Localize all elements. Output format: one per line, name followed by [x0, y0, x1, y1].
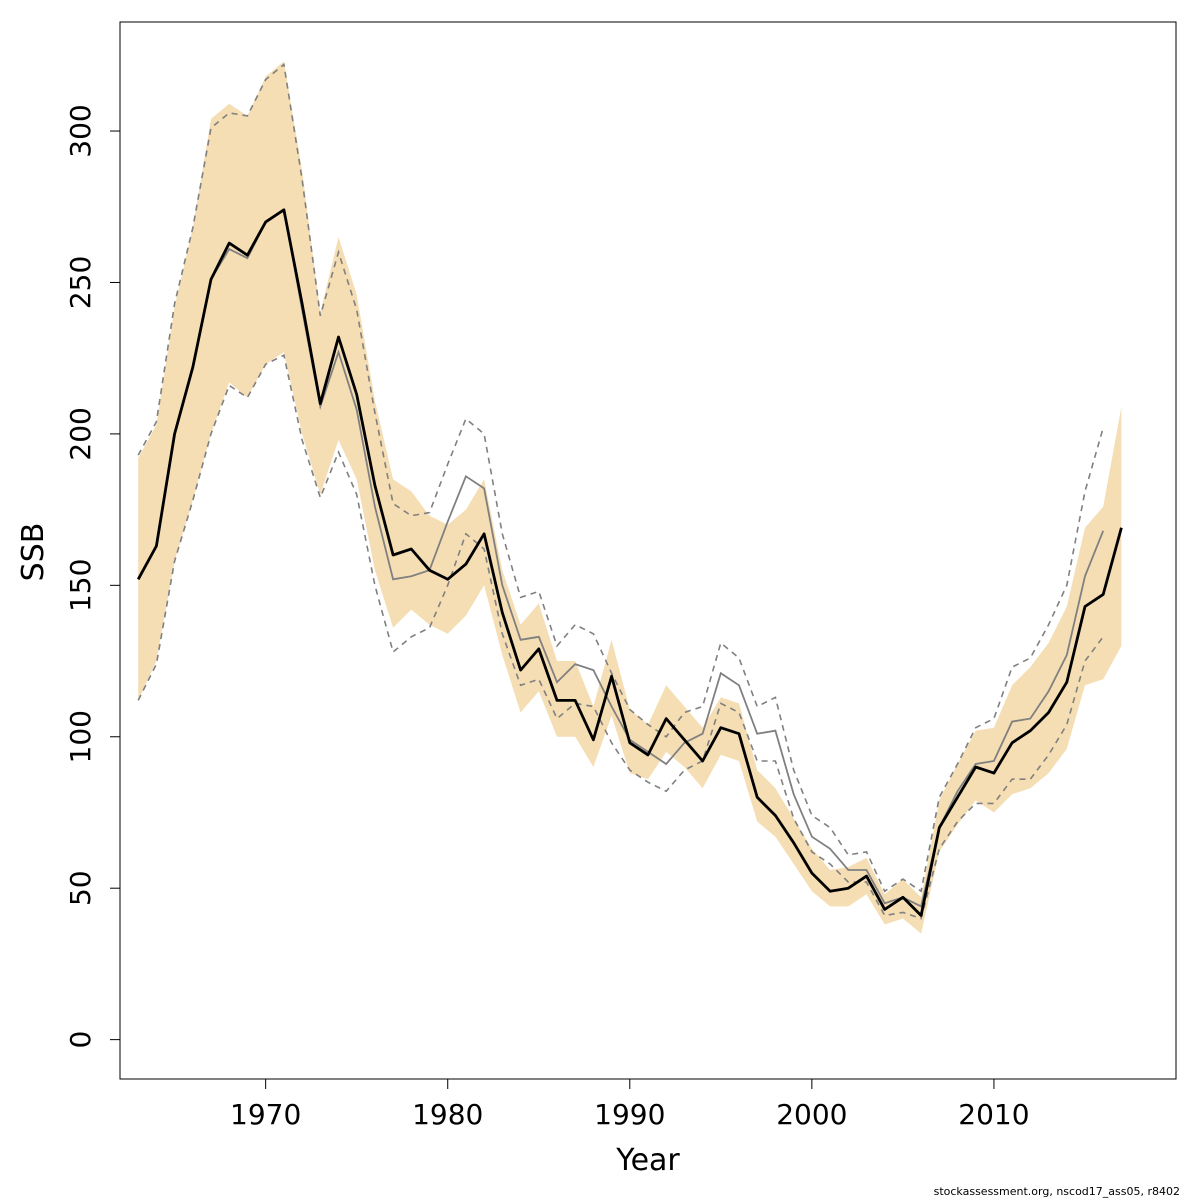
y-tick-label: 0 [64, 1031, 97, 1049]
current-estimate-line [136, 208, 1123, 917]
confidence-band-layer [138, 61, 1122, 934]
x-axis: 1970 1980 1990 2000 2010 [230, 1078, 1030, 1131]
y-tick-label: 50 [64, 870, 97, 906]
x-tick-label: 1980 [412, 1098, 483, 1131]
x-tick-label: 2000 [776, 1098, 847, 1131]
current-confidence-band [138, 61, 1122, 934]
footer-note: stockassessment.org, nscod17_ass05, r840… [934, 1185, 1180, 1198]
y-tick-label: 100 [64, 710, 97, 763]
previous-lower-ci-line [137, 354, 1104, 920]
current-estimate-layer [136, 208, 1123, 917]
x-tick-label: 1970 [230, 1098, 301, 1131]
y-axis: 0 50 100 150 200 250 300 [64, 104, 121, 1049]
y-tick-label: 200 [64, 407, 97, 460]
y-axis-title: SSB [16, 523, 51, 582]
x-tick-label: 2010 [958, 1098, 1029, 1131]
y-tick-label: 300 [64, 104, 97, 157]
x-tick-label: 1990 [594, 1098, 665, 1131]
previous-upper-ci-line [137, 62, 1104, 893]
y-tick-label: 250 [64, 256, 97, 309]
y-tick-label: 150 [64, 559, 97, 612]
x-axis-title: Year [615, 1143, 680, 1178]
